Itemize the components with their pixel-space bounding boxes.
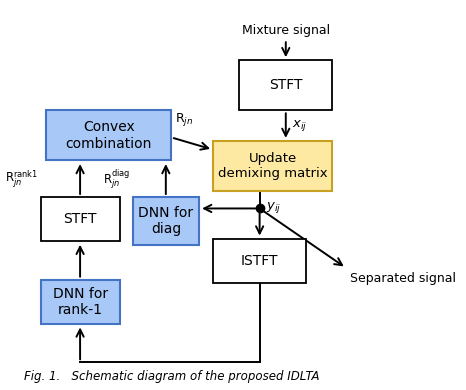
Text: Mixture signal: Mixture signal xyxy=(242,24,330,37)
Text: $y_{ij}$: $y_{ij}$ xyxy=(266,200,281,215)
FancyBboxPatch shape xyxy=(46,110,171,160)
Text: STFT: STFT xyxy=(269,78,302,92)
FancyBboxPatch shape xyxy=(41,197,120,241)
FancyBboxPatch shape xyxy=(133,197,199,245)
FancyBboxPatch shape xyxy=(41,280,120,324)
FancyBboxPatch shape xyxy=(213,239,306,284)
Text: Separated signal: Separated signal xyxy=(350,272,456,285)
Text: DNN for
diag: DNN for diag xyxy=(138,206,193,236)
Text: Fig. 1.   Schematic diagram of the proposed IDLTA: Fig. 1. Schematic diagram of the propose… xyxy=(24,370,320,383)
Text: $x_{ij}$: $x_{ij}$ xyxy=(292,118,307,133)
Text: Convex
combination: Convex combination xyxy=(66,120,152,151)
Text: $\mathrm{R}_{jn}^{\mathrm{rank1}}$: $\mathrm{R}_{jn}^{\mathrm{rank1}}$ xyxy=(5,169,38,190)
Text: $\mathrm{R}_{jn}^{\mathrm{diag}}$: $\mathrm{R}_{jn}^{\mathrm{diag}}$ xyxy=(103,168,131,191)
Text: STFT: STFT xyxy=(63,212,97,226)
Text: ISTFT: ISTFT xyxy=(241,254,278,268)
FancyBboxPatch shape xyxy=(213,141,332,191)
FancyBboxPatch shape xyxy=(240,60,332,110)
Text: DNN for
rank-1: DNN for rank-1 xyxy=(53,287,108,317)
Text: Update
demixing matrix: Update demixing matrix xyxy=(218,152,328,180)
Text: $\mathrm{R}_{jn}$: $\mathrm{R}_{jn}$ xyxy=(175,112,193,128)
